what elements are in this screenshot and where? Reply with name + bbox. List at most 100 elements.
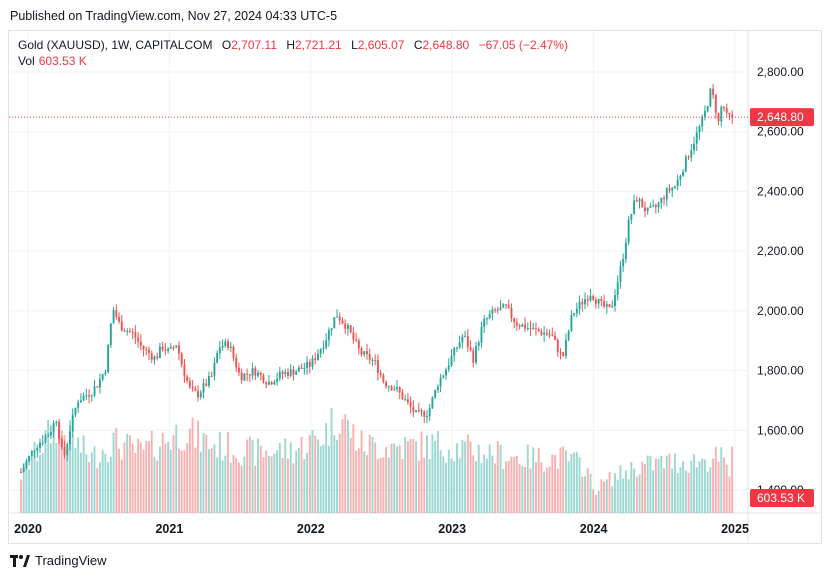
candle-body [644,207,646,212]
volume-bar [545,467,548,513]
volume-legend: Vol 603.53 K [18,54,87,68]
volume-bar [284,438,287,513]
volume-bar [44,430,47,513]
candle-body [357,340,360,349]
last-volume-tag-text: 603.53 K [757,491,805,505]
candle-body [169,347,172,349]
last-price-tag-text: 2,648.80 [757,110,804,124]
volume-bar [164,443,167,513]
volume-bar [524,466,527,513]
time-axis: 2020 2021 2022 2023 2024 2025 [14,522,749,536]
volume-bar [158,446,161,513]
price-tick-label: 1,800.00 [757,364,804,378]
volume-bar [314,435,317,513]
published-date: Published on TradingView.com, Nov 27, 20… [10,9,338,23]
price-tick-label: 2,000.00 [757,304,804,318]
volume-bar [635,476,638,513]
candle-body [85,395,88,397]
candle-body [227,341,229,348]
volume-bar [142,449,145,513]
candle-body [49,432,52,436]
candle-body [526,328,529,330]
volume-bar [723,457,725,513]
volume-bar [502,469,505,513]
volume-bar [232,454,235,513]
volume-bar [627,479,630,513]
volume-bar [605,479,608,513]
volume-bar [725,464,728,513]
price-tick-label: 1,600.00 [757,423,804,437]
volume-bar [221,460,224,513]
candle-body [592,296,595,300]
candle-body [439,377,442,387]
time-tick-label: 2022 [297,522,325,536]
volume-bar [153,456,156,513]
volume-bar [137,438,140,513]
candle-body [668,188,671,191]
last-volume-tag-background [750,489,814,507]
volume-bar [682,461,685,513]
volume-bar [597,490,600,513]
candle-body [257,372,259,376]
volume-bar [325,423,328,513]
candle-body [564,339,567,356]
candle-body [246,373,249,375]
candle-body [77,402,80,408]
candle-body [303,367,306,369]
brand[interactable]: TradingView [10,553,107,568]
candle-body [545,332,548,335]
close-value: 2,648.80 [422,38,470,52]
candle-body [597,298,600,304]
volume-bar [720,447,723,513]
candle-body [221,346,224,348]
volume-bar [393,443,396,513]
volume-bar [483,454,486,513]
volume-bar [554,455,556,513]
volume-bar [589,473,592,513]
candle-body [671,187,674,191]
volume-bar [663,468,665,513]
volume-bar [455,443,458,513]
volume-bar [412,439,415,513]
volume-bar [150,430,153,513]
volume-bar [289,442,292,513]
candle-body [409,402,412,407]
candle-body [687,156,690,158]
volume-bar [352,424,355,513]
volume-bar [717,461,720,513]
candle-body [270,381,273,385]
candle-body [431,397,434,409]
volume-bar [79,452,82,513]
candle-body [336,316,338,318]
candle-body [202,383,205,393]
candle-body [717,112,720,122]
volume-bar [469,441,472,513]
candle-body [469,347,472,351]
volume-bar [644,463,646,513]
volume-bar [420,431,423,513]
volume-bar [148,441,150,513]
candle-body [374,359,377,361]
candle-body [180,353,183,365]
candle-body [284,371,287,374]
volume-bar [49,443,52,513]
time-tick-label: 2023 [438,522,466,536]
candle-body [265,382,268,385]
candle-body [142,345,145,350]
candle-body [352,332,355,340]
candle-body [99,379,101,388]
volume-bar [363,451,366,513]
candle-body [624,242,627,260]
volume-bar [614,473,616,513]
candle-body [379,373,382,375]
volume-bar [371,437,374,513]
volume-bar [703,459,706,513]
candle-body [371,359,374,361]
volume-bar [178,448,180,513]
candle-body [676,179,679,187]
volume-bar [265,450,268,513]
volume-bar [39,454,41,513]
candle-body [690,150,693,158]
candle-body [306,362,309,368]
